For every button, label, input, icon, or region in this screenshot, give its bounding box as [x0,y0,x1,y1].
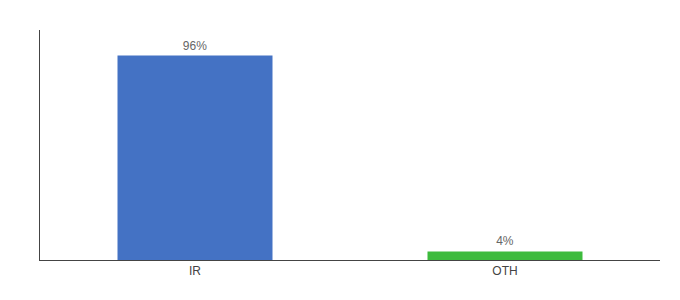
svg-text:IR: IR [189,264,201,278]
svg-text:96%: 96% [183,39,207,53]
svg-text:4%: 4% [496,234,514,248]
svg-text:OTH: OTH [492,264,517,278]
